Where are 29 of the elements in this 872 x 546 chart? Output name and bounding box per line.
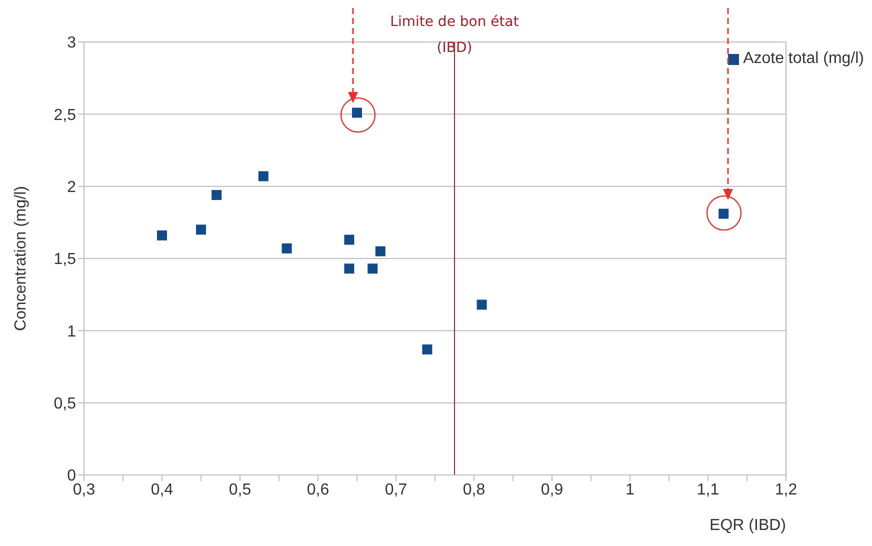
point — [344, 234, 354, 245]
point — [476, 300, 487, 310]
point — [368, 264, 378, 274]
x-tick-label: 1,1 — [696, 481, 720, 498]
x-tick-label: 0,9 — [540, 481, 564, 498]
point — [375, 246, 386, 256]
y-tick-label: 3 — [67, 34, 76, 52]
point — [196, 224, 206, 235]
x-axis-title: EQR (IBD) — [710, 517, 786, 534]
point — [157, 230, 167, 240]
x-tick-label: 0,5 — [228, 481, 252, 498]
y-tick-label: 2,5 — [54, 106, 76, 124]
y-axis-title: Concentration (mg/l) — [12, 186, 30, 331]
y-tick-label: 2 — [67, 179, 76, 196]
point — [422, 344, 432, 354]
y-tick-label: 0,5 — [54, 396, 76, 413]
x-tick-label: 0,6 — [306, 481, 330, 498]
x-tick-label: 0,7 — [384, 481, 408, 498]
legend-label: Azote total (mg/l) — [743, 50, 864, 68]
point — [258, 171, 268, 182]
x-tick-label: 1,2 — [774, 481, 798, 498]
x-tick-label: 1 — [626, 481, 635, 498]
x-tick-label: 0,4 — [150, 481, 174, 498]
x-tick-label: 0,8 — [462, 481, 486, 498]
point — [344, 264, 354, 274]
point — [212, 190, 222, 200]
y-tick-label: 1,5 — [54, 251, 76, 268]
point — [282, 243, 292, 254]
y-tick-label: 1 — [67, 323, 76, 340]
